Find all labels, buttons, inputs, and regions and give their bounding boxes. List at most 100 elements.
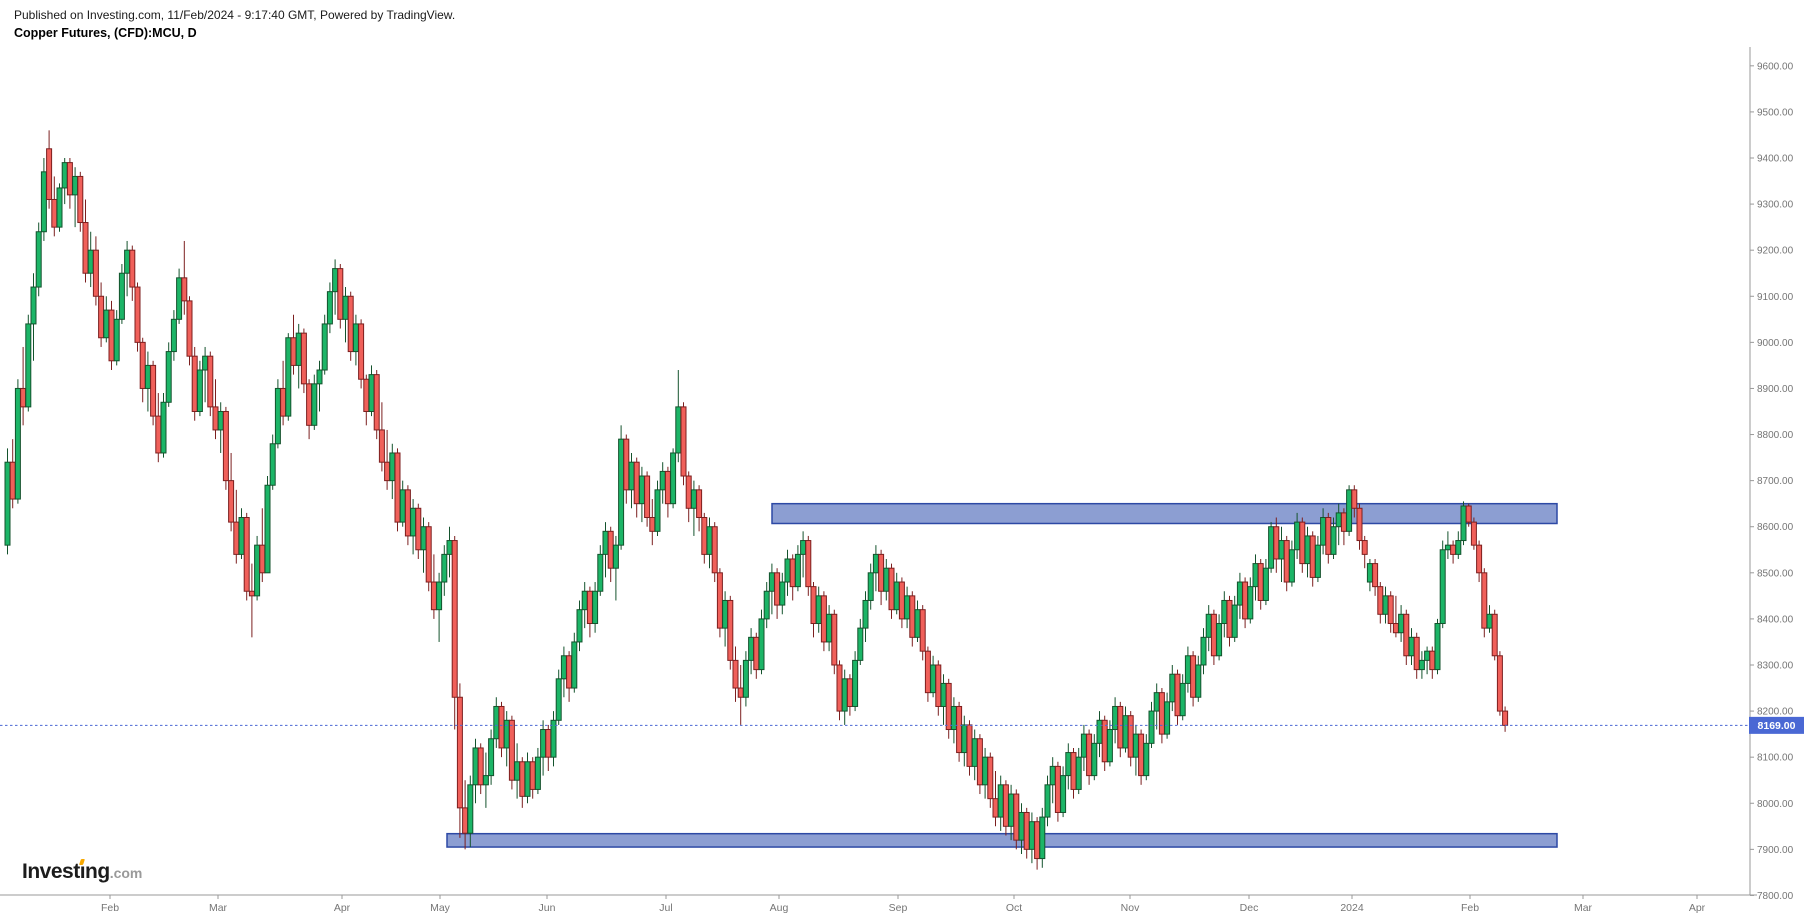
- candle-body: [982, 756, 989, 786]
- candle-up: [670, 448, 677, 509]
- candle-body: [300, 332, 307, 385]
- candle-up: [534, 747, 541, 795]
- candle-down: [155, 393, 162, 463]
- candle-down: [20, 346, 27, 426]
- candle-down: [909, 591, 916, 647]
- candle-up: [1366, 558, 1373, 592]
- candle-down: [191, 346, 198, 421]
- candle-down: [1101, 715, 1108, 771]
- y-tick-label: 8500.00: [1757, 568, 1794, 579]
- candle-body: [1179, 682, 1186, 717]
- support-zone[interactable]: [446, 832, 1558, 848]
- y-tick-label: 7800.00: [1757, 891, 1794, 902]
- candle-body: [1361, 540, 1368, 555]
- candle-body: [508, 719, 515, 781]
- candle-body: [659, 470, 666, 491]
- chart-title: Copper Futures, (CFD):MCU, D: [14, 26, 197, 40]
- candle-body: [342, 295, 349, 320]
- candle-body: [1340, 512, 1347, 532]
- candle-body: [872, 553, 879, 574]
- candle-down: [306, 379, 313, 440]
- candle-down: [716, 568, 723, 638]
- candle-body: [1143, 742, 1150, 777]
- candle-body: [930, 664, 937, 694]
- candle-body: [1080, 733, 1087, 758]
- candle-up: [389, 443, 396, 500]
- candle-body: [482, 775, 489, 786]
- candle-up: [441, 545, 448, 596]
- candle-body: [472, 747, 479, 786]
- candle-down: [680, 402, 687, 486]
- candle-down: [1450, 540, 1457, 564]
- candle-body: [295, 332, 302, 366]
- candle-down: [1299, 517, 1306, 573]
- candle-body: [1481, 572, 1488, 629]
- candle-up: [399, 480, 406, 527]
- candle-down: [1403, 609, 1410, 665]
- candle-down: [711, 522, 718, 583]
- candle-up: [524, 752, 531, 804]
- candle-down: [66, 158, 73, 209]
- candle-up: [311, 374, 318, 430]
- candle-body: [888, 567, 895, 611]
- candle-up: [1408, 628, 1415, 665]
- y-tick-label: 8700.00: [1757, 476, 1794, 487]
- candle-down: [1325, 512, 1332, 564]
- candle-body: [1278, 540, 1285, 560]
- candle-down: [644, 471, 651, 527]
- candle-down: [51, 176, 58, 237]
- candle-body: [1148, 710, 1155, 744]
- candle-up: [612, 535, 619, 601]
- candle-down: [1309, 531, 1316, 587]
- candle-body: [1075, 756, 1082, 790]
- candle-body: [914, 609, 921, 638]
- candle-up: [706, 517, 713, 569]
- candle-up: [1382, 586, 1389, 624]
- candle-body: [623, 438, 630, 491]
- y-tick-label: 9100.00: [1757, 292, 1794, 303]
- candle-up: [654, 480, 661, 536]
- candle-body: [560, 655, 567, 680]
- candle-body: [35, 231, 42, 288]
- candle-body: [1335, 512, 1342, 528]
- candle-body: [134, 286, 141, 343]
- candle-body: [404, 489, 411, 537]
- candle-down: [1356, 503, 1363, 550]
- candle-body: [436, 581, 443, 611]
- x-axis-scale[interactable]: Feb Mar Apr May Jun Jul Aug Sep Oct Nov Dec 2024 Feb…: [101, 895, 1706, 914]
- candle-body: [607, 530, 614, 569]
- candle-body: [389, 452, 396, 482]
- candle-down: [1481, 568, 1488, 638]
- candle-up: [1314, 535, 1321, 583]
- candle-down: [82, 199, 89, 283]
- candle-body: [274, 387, 281, 445]
- candle-body: [202, 355, 209, 371]
- candle-up: [1164, 692, 1171, 739]
- candle-down: [1476, 540, 1483, 583]
- candle-body: [368, 374, 375, 412]
- candle-up: [14, 379, 21, 504]
- candle-up: [1060, 766, 1067, 818]
- candle-up: [217, 402, 224, 453]
- candle-body: [784, 558, 791, 583]
- candle-body: [420, 526, 427, 551]
- y-axis-scale[interactable]: 9600.00 9500.00 9400.00 9300.00 9200.00 9100.…: [1750, 61, 1794, 902]
- candle-body: [399, 489, 406, 523]
- candle-up: [748, 628, 755, 675]
- candle-body: [477, 747, 484, 786]
- candle-body: [290, 337, 297, 366]
- candle-body: [862, 599, 869, 629]
- candle-body: [4, 461, 11, 546]
- candle-up: [316, 360, 323, 412]
- candle-body: [1387, 595, 1394, 625]
- candle-up: [352, 314, 359, 366]
- candle-down: [1117, 701, 1124, 758]
- candle-up: [1195, 655, 1202, 702]
- candle-down: [300, 328, 307, 394]
- resistance-zone[interactable]: [771, 502, 1558, 525]
- candle-up: [202, 346, 209, 403]
- candle-down: [1502, 706, 1509, 732]
- candle-body: [1039, 816, 1046, 860]
- candle-up: [628, 452, 635, 509]
